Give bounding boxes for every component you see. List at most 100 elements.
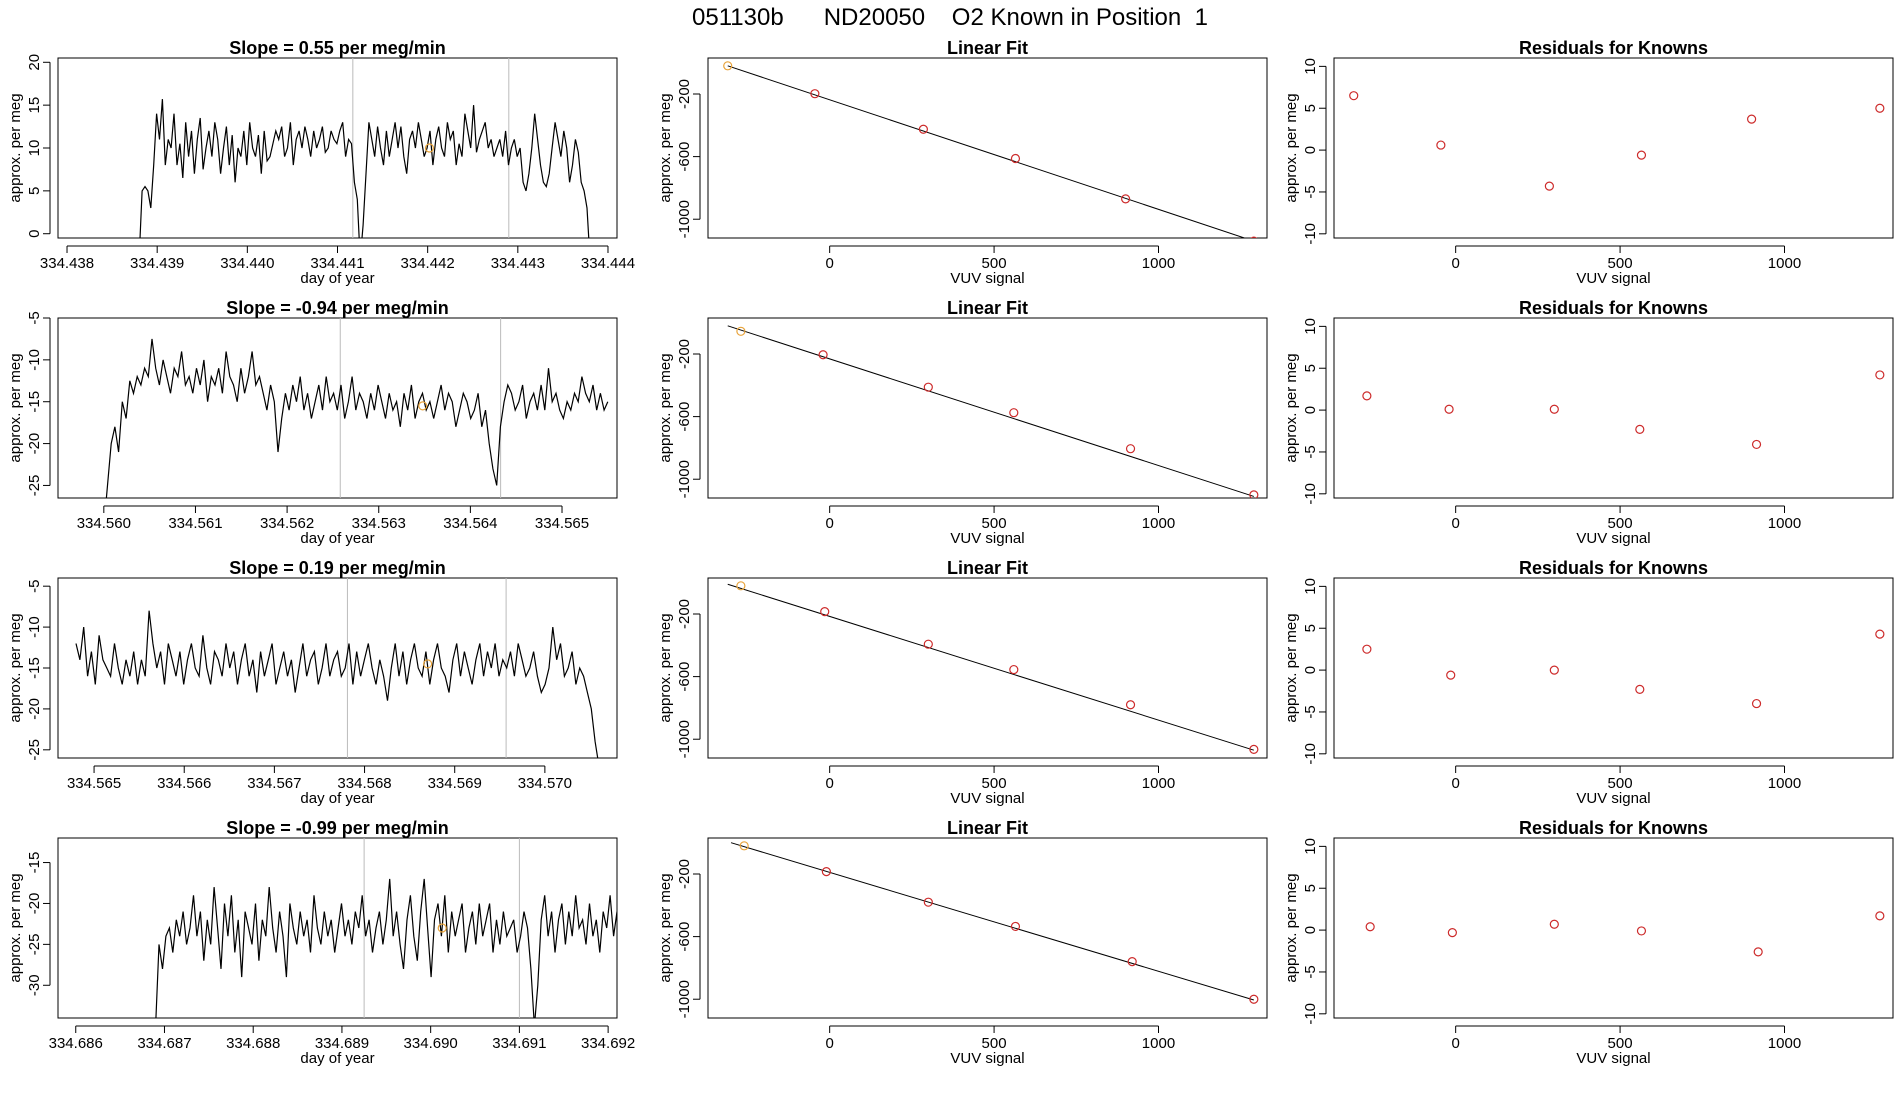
data-point: [820, 607, 830, 617]
plot-title: Linear Fit: [947, 38, 1028, 58]
y-axis-label: approx. per meg: [1283, 613, 1300, 722]
data-point: [923, 639, 933, 649]
y-axis-label: approx. per meg: [1283, 873, 1300, 982]
x-tick-label: 334.442: [401, 255, 455, 272]
x-tick-label: 334.438: [40, 255, 94, 272]
data-point: [1753, 947, 1763, 957]
plot-area: [727, 325, 1259, 498]
y-tick-label: 5: [1302, 884, 1319, 892]
y-axis-label: approx. per meg: [1283, 93, 1300, 202]
data-point: [1447, 928, 1457, 938]
data-point: [1635, 684, 1645, 694]
plot-title: Slope = 0.19 per meg/min: [229, 558, 446, 578]
row3-timeseries: Slope = 0.19 per meg/min day of year appro…: [7, 558, 618, 807]
plot-frame: [1333, 57, 1894, 239]
data-point: [1249, 490, 1259, 498]
plot-title: Residuals for Knowns: [1519, 818, 1708, 838]
data-point: [918, 124, 928, 134]
y-axis-label: approx. per meg: [657, 613, 674, 722]
x-tick-label: 334.562: [260, 515, 314, 532]
data-point: [1436, 140, 1446, 150]
x-axis-label: day of year: [300, 790, 374, 807]
y-tick-label: -10: [1302, 1003, 1319, 1025]
data-point: [1362, 391, 1372, 401]
x-tick-label: 1000: [1768, 775, 1801, 792]
x-tick-label: 0: [1451, 775, 1459, 792]
data-point: [1250, 236, 1258, 238]
data-point: [1635, 424, 1645, 434]
y-tick-label: -10: [26, 349, 43, 371]
plot-frame: [707, 57, 1268, 239]
row1-timeseries: Slope = 0.55 per meg/min day of year appro…: [7, 38, 635, 287]
data-point: [1549, 665, 1559, 675]
series-line: [75, 610, 599, 758]
x-tick-label: 0: [825, 515, 833, 532]
data-point: [1009, 664, 1019, 675]
y-tick-label: 10: [1302, 578, 1319, 595]
x-tick-label: 500: [982, 1035, 1007, 1052]
y-tick-label: -1000: [676, 980, 693, 1018]
x-axis-label: day of year: [300, 1050, 374, 1067]
y-tick-label: -5: [1302, 185, 1319, 198]
y-tick-label: 0: [1302, 666, 1319, 674]
x-tick-label: 500: [982, 515, 1007, 532]
x-axis-label: VUV signal: [1576, 1050, 1650, 1067]
x-axis-label: VUV signal: [950, 270, 1024, 287]
data-point: [1751, 698, 1762, 709]
fit-line: [727, 583, 1254, 751]
data-point: [1010, 153, 1021, 164]
plot-area: [155, 838, 617, 1018]
plot-area: [75, 578, 599, 758]
row2-residuals: Residuals for Knowns VUV signal approx. pe…: [1283, 298, 1894, 547]
y-tick-label: 5: [1302, 104, 1319, 112]
plot-title: Slope = -0.99 per meg/min: [226, 818, 449, 838]
y-tick-label: -600: [676, 662, 693, 692]
y-tick-label: -25: [26, 475, 43, 497]
y-tick-label: -30: [26, 974, 43, 996]
y-tick-label: 20: [26, 54, 43, 71]
plot-frame: [1333, 837, 1894, 1019]
y-tick-label: -10: [1302, 483, 1319, 505]
plot-area: [727, 581, 1259, 754]
y-tick-label: -15: [26, 852, 43, 874]
y-tick-label: 10: [1302, 58, 1319, 75]
highlight-point: [723, 61, 733, 71]
x-tick-label: 1000: [1142, 255, 1175, 272]
y-axis-label: approx. per meg: [657, 873, 674, 982]
data-point: [1549, 404, 1559, 414]
x-tick-label: 334.686: [49, 1035, 103, 1052]
data-point: [1751, 439, 1762, 450]
row1-residuals: Residuals for Knowns VUV signal approx. pe…: [1283, 38, 1894, 287]
x-axis-label: day of year: [300, 530, 374, 547]
x-axis-label: VUV signal: [950, 1050, 1024, 1067]
y-tick-label: -10: [1302, 743, 1319, 765]
highlight-point: [736, 326, 746, 336]
plot-title: Linear Fit: [947, 818, 1028, 838]
highlight-point: [739, 841, 749, 851]
y-tick-label: -1000: [676, 720, 693, 758]
y-tick-label: -200: [676, 339, 693, 369]
x-tick-label: 334.565: [67, 775, 121, 792]
x-tick-label: 0: [825, 255, 833, 272]
x-tick-label: 500: [1608, 775, 1633, 792]
y-tick-label: -15: [26, 391, 43, 413]
data-point: [923, 897, 933, 907]
y-tick-label: -5: [1302, 705, 1319, 718]
y-tick-label: 5: [26, 187, 43, 195]
x-tick-label: 334.690: [404, 1035, 458, 1052]
plot-title: Slope = -0.94 per meg/min: [226, 298, 449, 318]
series-line: [155, 878, 617, 1018]
x-tick-label: 0: [1451, 1035, 1459, 1052]
row3-linearfit: Linear Fit VUV signal approx. per meg 0 500 1…: [657, 558, 1268, 807]
y-tick-label: -25: [26, 934, 43, 956]
y-tick-label: -5: [26, 580, 43, 593]
y-tick-label: -600: [676, 402, 693, 432]
plot-frame: [57, 577, 618, 759]
y-tick-label: -20: [26, 698, 43, 720]
y-tick-label: 5: [1302, 364, 1319, 372]
fit-line: [727, 325, 1255, 497]
y-tick-label: -200: [676, 599, 693, 629]
data-point: [1875, 103, 1885, 113]
highlight-point: [437, 923, 447, 933]
plot-frame: [707, 317, 1268, 499]
